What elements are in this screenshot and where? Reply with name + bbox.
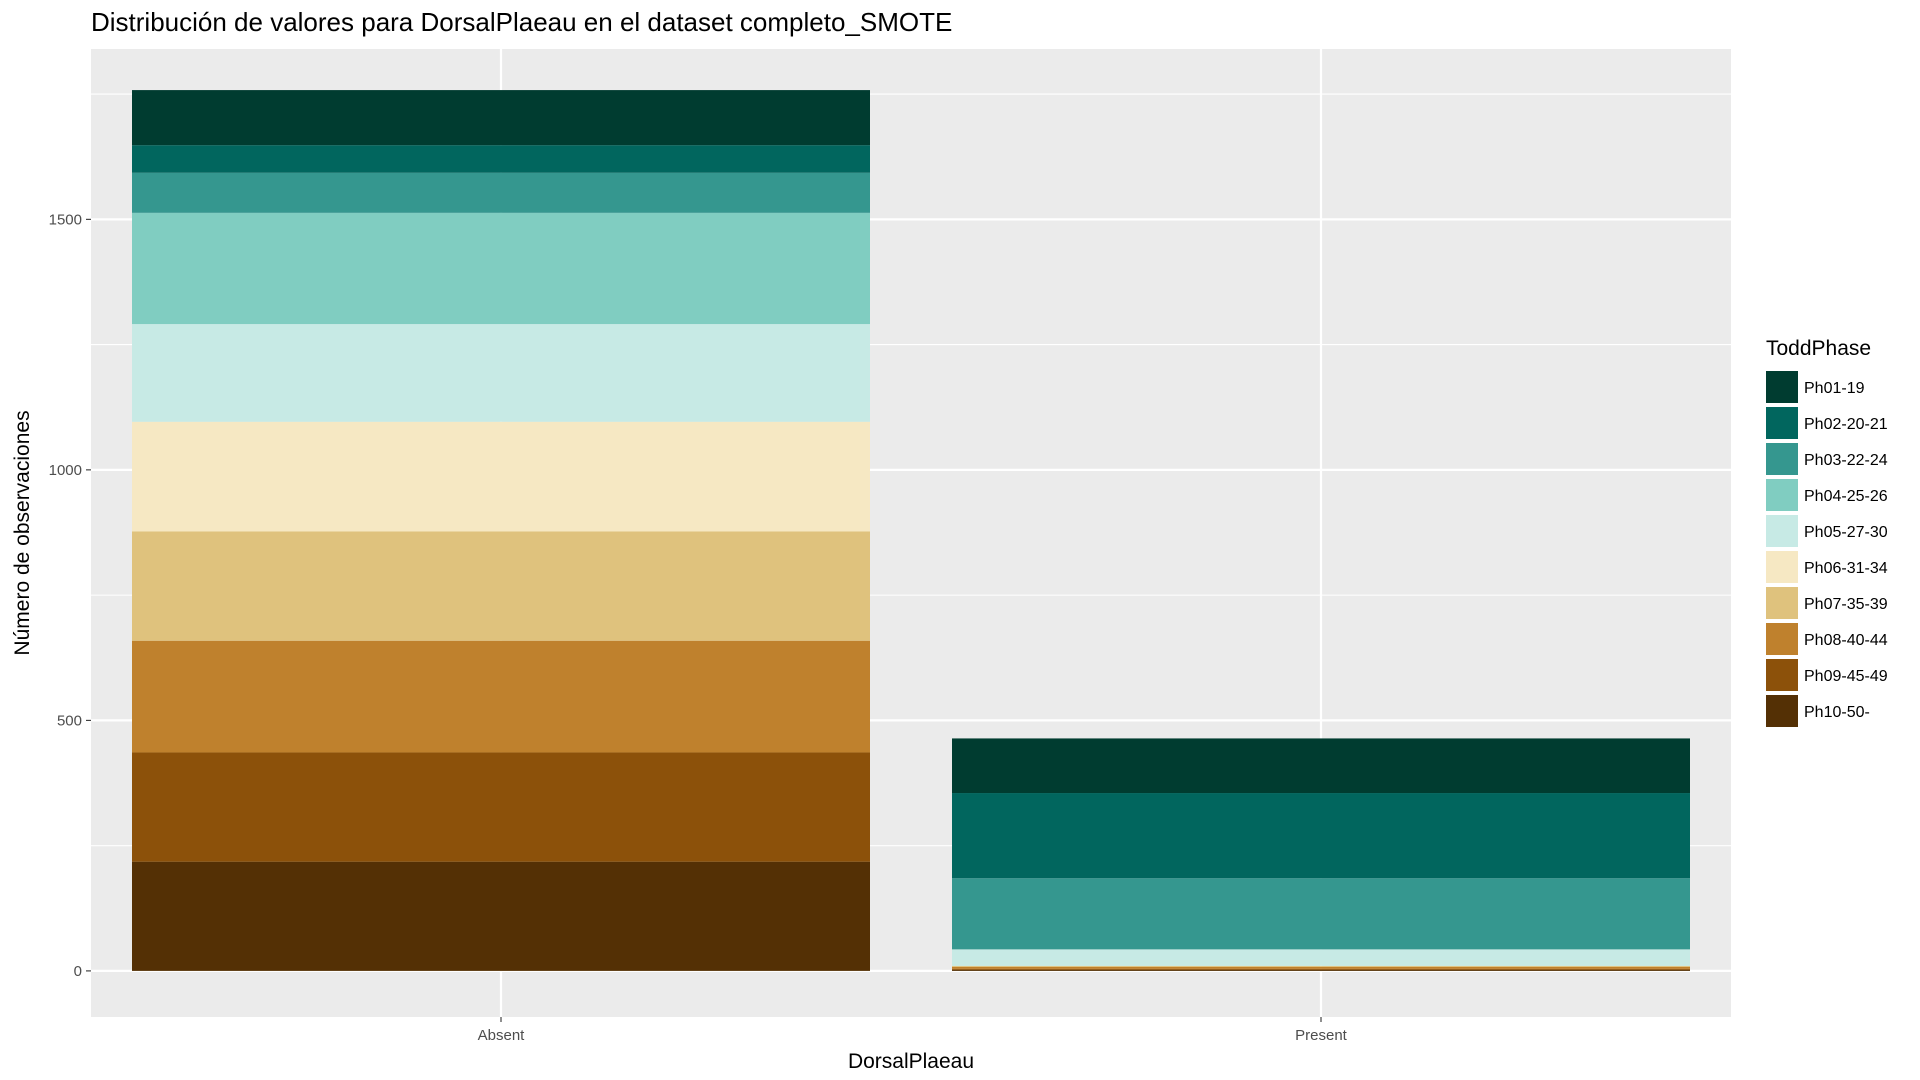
y-tick-label: 1500 — [49, 211, 82, 228]
legend-key — [1766, 371, 1798, 403]
legend-key — [1766, 659, 1798, 691]
bar-segment — [132, 90, 870, 146]
x-axis-title: DorsalPlaeau — [848, 1050, 974, 1073]
bar-segment — [132, 752, 870, 862]
legend-label: Ph09-45-49 — [1804, 668, 1888, 685]
y-tick-label: 500 — [57, 712, 82, 729]
bar-segment — [132, 421, 870, 532]
bar-segment — [132, 212, 870, 325]
bar-segment — [952, 969, 1690, 971]
legend-label: Ph03-22-24 — [1804, 452, 1888, 469]
legend-key — [1766, 443, 1798, 475]
legend-label: Ph07-35-39 — [1804, 596, 1888, 613]
legend-label: Ph02-20-21 — [1804, 416, 1888, 433]
bar-segment — [952, 968, 1690, 970]
bar-segment — [132, 172, 870, 213]
y-tick-label: 1000 — [49, 462, 82, 479]
legend-key — [1766, 515, 1798, 547]
legend-key — [1766, 407, 1798, 439]
legend-key — [1766, 479, 1798, 511]
bar-segment — [132, 861, 870, 971]
bar-segment — [952, 949, 1690, 966]
legend-label: Ph01-19 — [1804, 380, 1865, 397]
legend-label: Ph06-31-34 — [1804, 560, 1888, 577]
bar-segment — [952, 738, 1690, 794]
legend-key — [1766, 551, 1798, 583]
legend-label: Ph08-40-44 — [1804, 632, 1888, 649]
legend-label: Ph05-27-30 — [1804, 524, 1888, 541]
x-tick-label: Present — [1295, 1027, 1348, 1044]
y-axis-ticks: 0 500 1000 1500 — [49, 211, 91, 980]
bar-segment — [952, 965, 1690, 967]
bar-segment — [952, 878, 1690, 950]
legend-key — [1766, 587, 1798, 619]
legend-label: Ph10-50- — [1804, 704, 1870, 721]
legend-key — [1766, 623, 1798, 655]
legend-title: ToddPhase — [1766, 337, 1871, 360]
x-tick-label: Absent — [478, 1027, 526, 1044]
bar-segment — [132, 324, 870, 422]
bar-segment — [132, 531, 870, 641]
chart-title: Distribución de valores para DorsalPlaea… — [91, 7, 952, 37]
bars — [132, 90, 1690, 971]
bar-segment — [132, 145, 870, 173]
bar-segment — [952, 966, 1690, 969]
legend-label: Ph04-25-26 — [1804, 488, 1888, 505]
legend: ToddPhase Ph01-19 Ph02-20-21 Ph03-22-24 Ph0… — [1766, 337, 1888, 727]
y-axis-title: Número de observaciones — [11, 410, 34, 655]
legend-key — [1766, 695, 1798, 727]
bar-segment — [952, 793, 1690, 879]
y-tick-label: 0 — [74, 963, 82, 980]
bar-segment — [132, 640, 870, 753]
x-axis-ticks: Absent Present — [478, 1017, 1348, 1044]
